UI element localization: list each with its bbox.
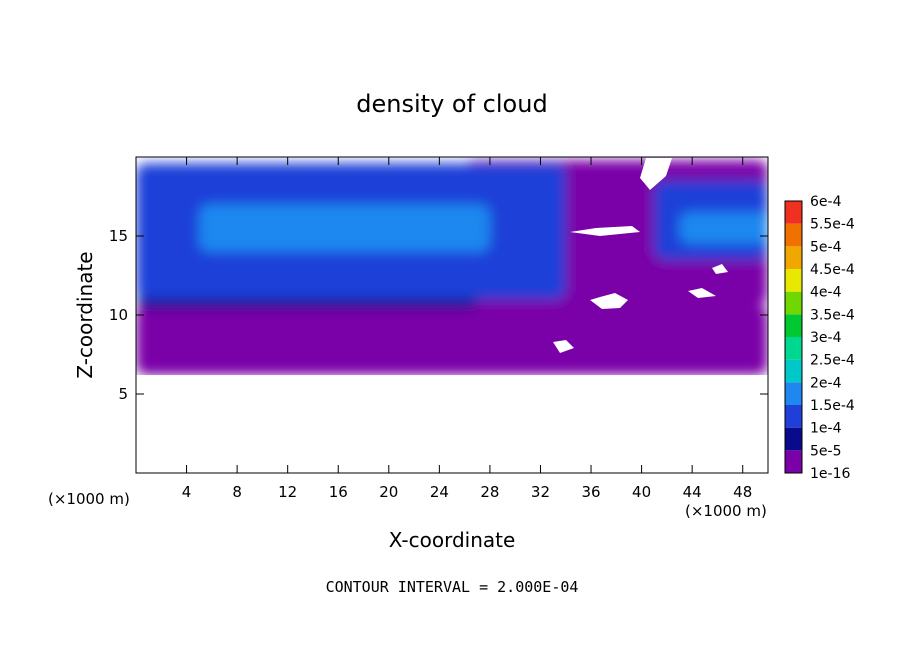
x-axis-label: X-coordinate [389,528,516,552]
x-tick-label: 36 [581,483,600,501]
y-axis-label: Z-coordinate [73,251,97,378]
cloud-gap [570,226,640,236]
x-tick-label: 12 [278,483,297,501]
colorbar-swatch [785,201,802,224]
x-tick-label: 20 [379,483,398,501]
cloud-holes [136,158,768,473]
colorbar-swatch [785,427,802,451]
x-tick-label: 48 [733,483,752,501]
x-tick-label: 4 [182,483,192,501]
colorbar: 1e-16 5e-5 1e-4 1.5e-4 2e-4 2.5e-4 3e-4 3.5e-4 4… [784,194,855,482]
colorbar-swatch [785,405,802,428]
contour-interval-note: CONTOUR INTERVAL = 2.000E-04 [326,578,579,596]
cloud-field [136,160,768,376]
no-cloud-region [136,375,768,473]
x-tick-label: 8 [232,483,242,501]
y-tick-label: 10 [109,306,128,324]
cloud-gap [553,340,574,353]
x-tick-label: 28 [480,483,499,501]
cloud-gap [590,293,628,309]
plot-area [136,157,768,473]
x-tick-label: 32 [531,483,550,501]
cloud-region-1 [136,305,768,376]
x-tick-label: 16 [329,483,348,501]
x-tick-label: 24 [430,483,449,501]
colorbar-label: 2e-4 [810,375,842,391]
colorbar-swatch [785,314,802,337]
x-tick-label: 40 [632,483,651,501]
colorbar-label: 1.5e-4 [810,398,855,414]
y-tick-label: 5 [118,385,128,403]
colorbar-swatch [785,246,802,269]
cloud-gap [688,288,716,298]
colorbar-frame [784,200,803,474]
colorbar-label: 1e-4 [810,421,842,437]
x-tick-label: 44 [683,483,702,501]
colorbar-label: 3e-4 [810,330,842,346]
y-unit-label: (×1000 m) [48,490,130,508]
cloud-gap [712,264,728,274]
y-axis-ticks: 5 10 15 [109,227,768,403]
colorbar-swatch [785,359,802,383]
colorbar-swatch [785,291,802,315]
colorbar-swatch [785,450,802,473]
colorbar-label: 1e-16 [810,466,850,482]
chart-title: density of cloud [356,90,547,118]
colorbar-swatch [785,269,802,292]
cloud-region-5 [199,204,490,252]
colorbar-label: 4e-4 [810,285,842,301]
colorbar-label: 4.5e-4 [810,262,855,278]
colorbar-label: 2.5e-4 [810,353,855,369]
colorbar-label: 5e-5 [810,443,841,459]
y-tick-label: 15 [109,227,128,245]
colorbar-label: 3.5e-4 [810,307,855,323]
colorbar-label: 5.5e-4 [810,217,855,233]
x-unit-label: (×1000 m) [685,502,767,520]
colorbar-label: 5e-4 [810,239,842,255]
colorbar-label: 6e-4 [810,194,842,210]
colorbar-swatch [785,382,802,405]
colorbar-swatch [785,337,802,360]
x-axis-ticks: 4 8 12 16 20 24 28 32 36 40 44 48 [182,157,752,501]
cloud-region-7 [679,212,768,244]
cloud-gap [640,158,672,190]
colorbar-swatch [785,223,802,247]
